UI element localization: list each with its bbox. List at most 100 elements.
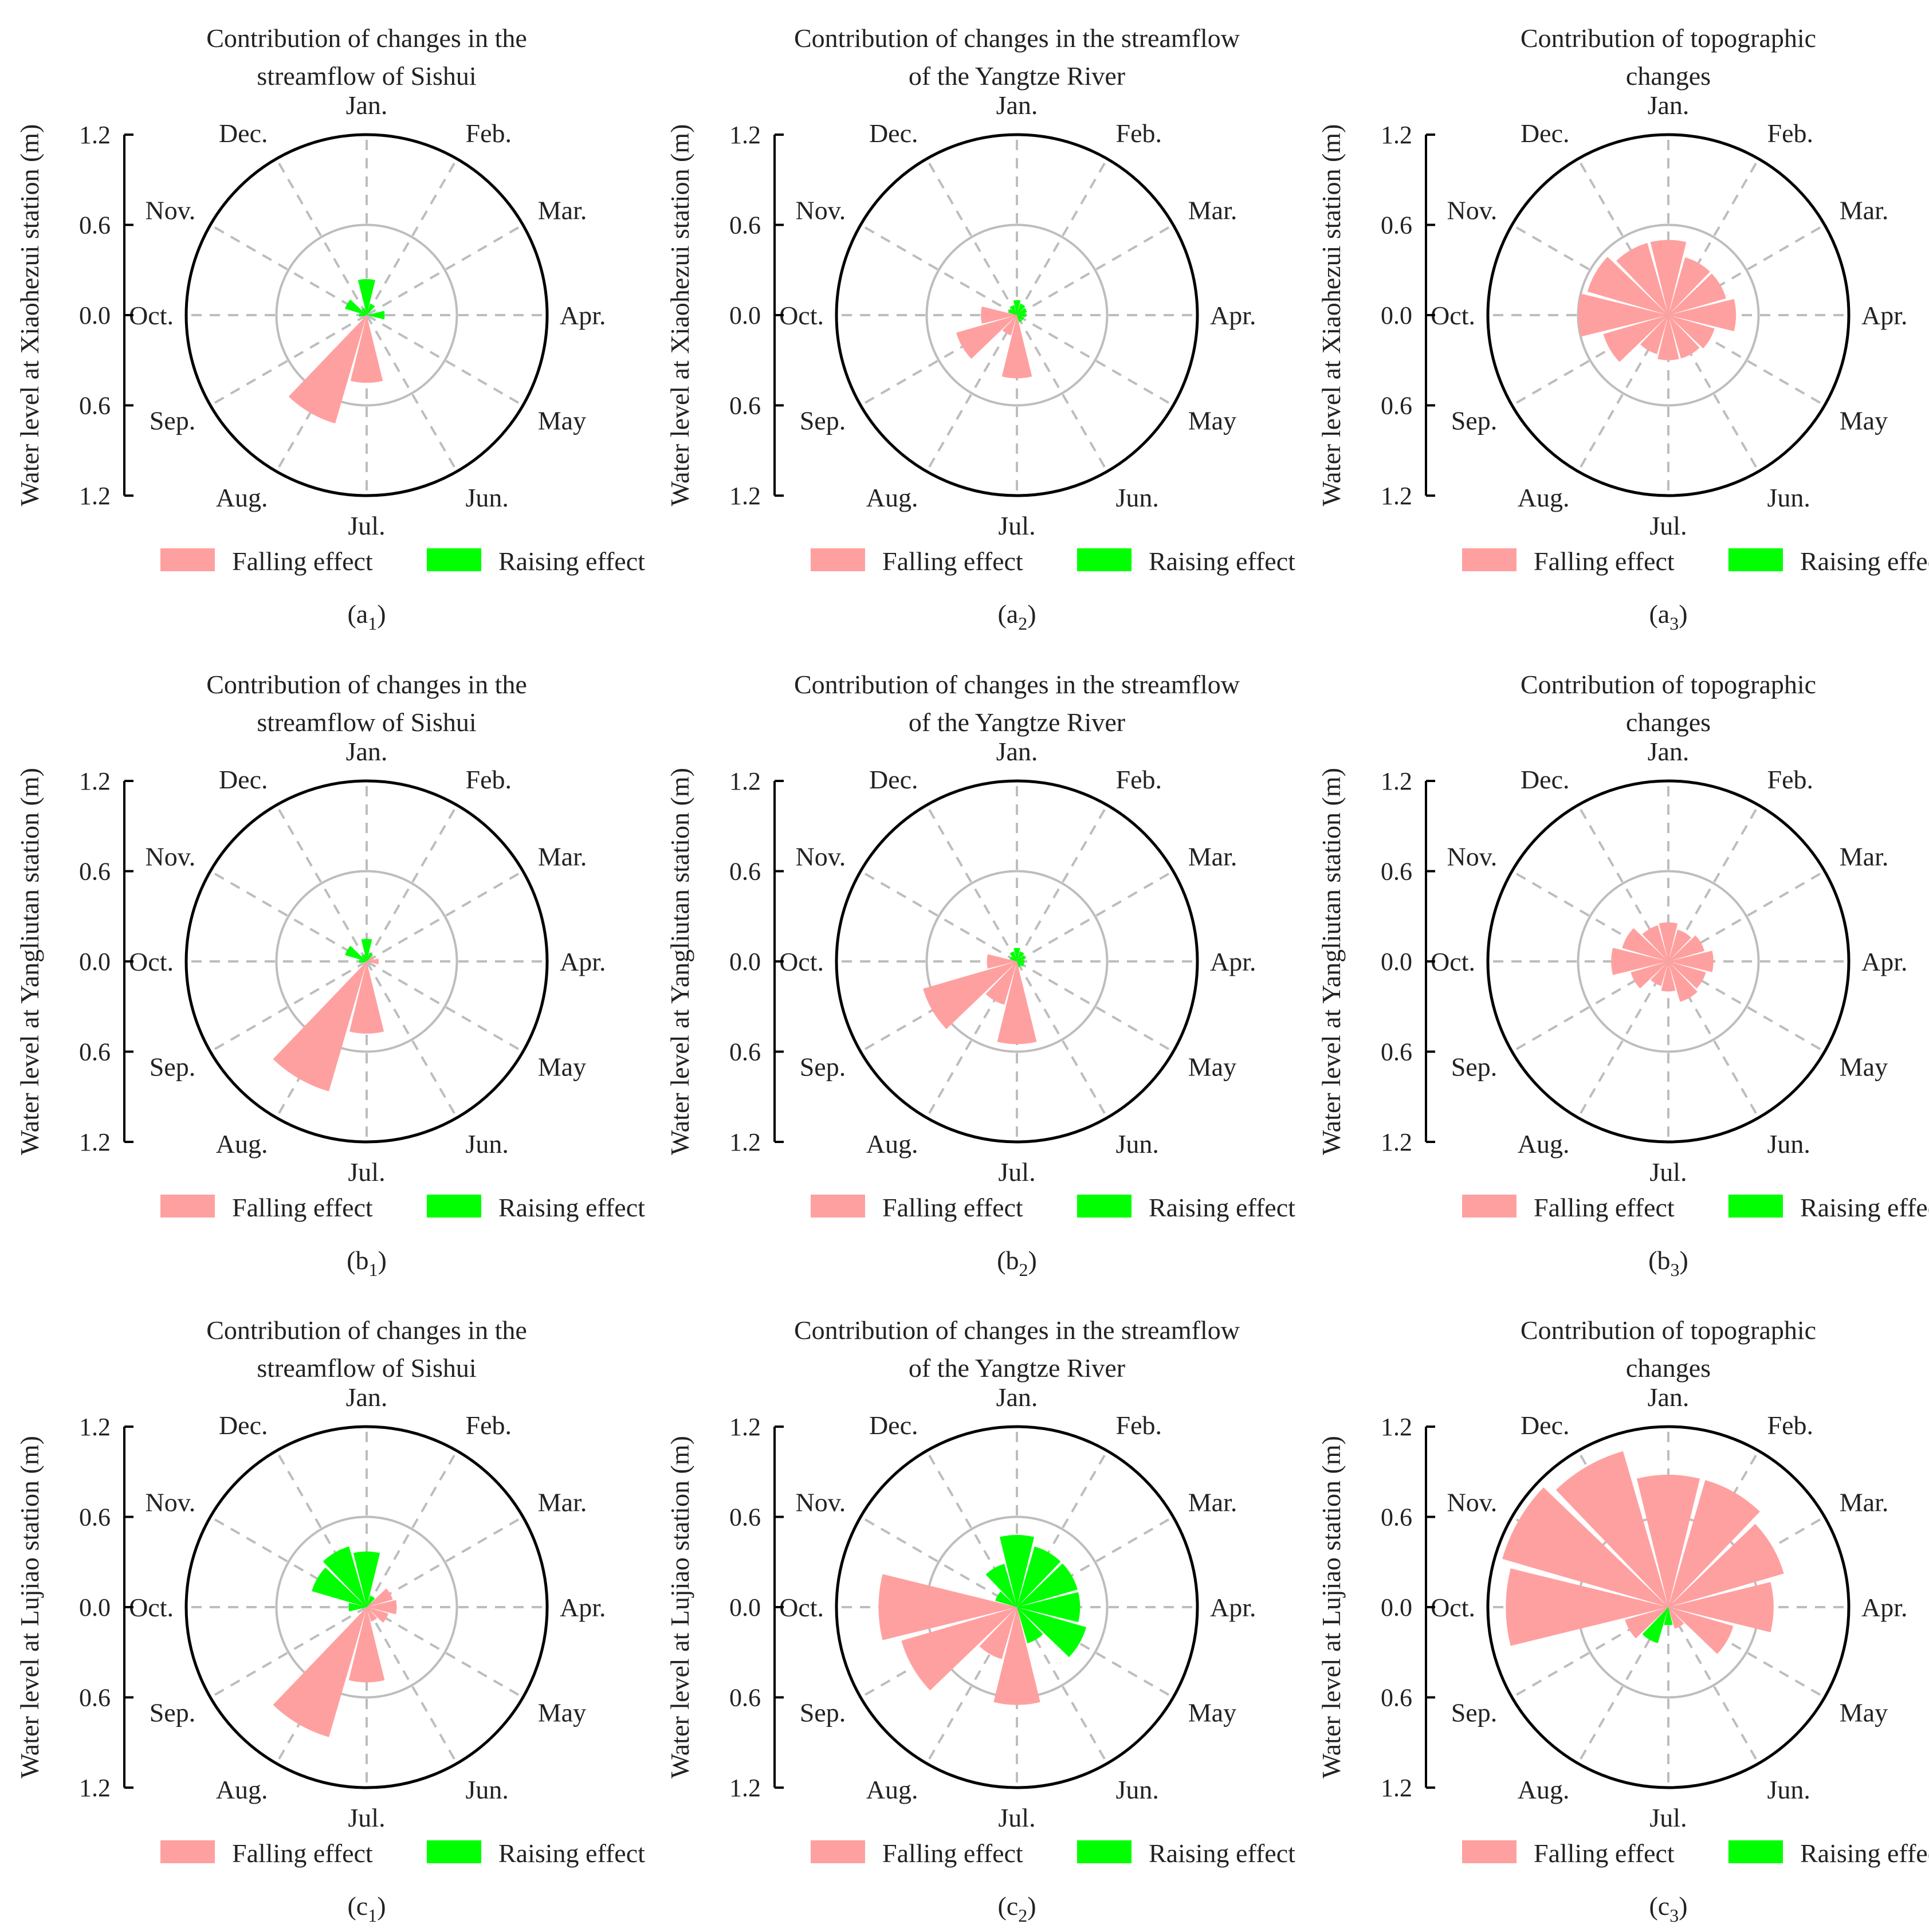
spoke-line — [366, 804, 458, 963]
month-label: May — [1188, 1053, 1236, 1082]
raising-bar-b2-m5 — [1017, 961, 1024, 967]
spoke-line — [366, 1607, 458, 1764]
y-axis-label: Water level at Lujiao station (m) — [665, 1436, 694, 1778]
falling-bar-a3-m11 — [1587, 257, 1668, 315]
legend-label-falling: Falling effect — [882, 547, 1023, 576]
month-label: Aug. — [1518, 1775, 1570, 1804]
raising-bar-c2-m6 — [1017, 1607, 1043, 1644]
panel-title-line: Contribution of changes in the — [206, 23, 527, 53]
y-tick-label: 1.2 — [1381, 1413, 1412, 1441]
month-label: Mar. — [1840, 196, 1889, 225]
month-label: Nov. — [145, 1488, 195, 1517]
month-label: Mar. — [538, 842, 587, 871]
spoke-line — [925, 158, 1018, 316]
raising-bar-a2-m6 — [1017, 315, 1023, 323]
panel-title-line: Contribution of changes in the — [206, 670, 527, 699]
falling-bar-b1-m4 — [367, 958, 379, 965]
month-label: Jan. — [346, 1383, 388, 1412]
spoke-line — [1577, 1607, 1669, 1764]
month-label: Jan. — [996, 1383, 1038, 1412]
month-label: Feb. — [1767, 119, 1814, 148]
legend-label-raising: Raising effect — [1149, 547, 1295, 576]
falling-bar-b3-m6 — [1668, 961, 1698, 1002]
spoke-line — [1511, 1606, 1669, 1699]
y-tick-label: 0.6 — [79, 858, 111, 886]
legend-swatch-raising — [1728, 548, 1783, 571]
month-label: Oct. — [1431, 947, 1475, 976]
y-axis-label: Water level at Lujiao station (m) — [15, 1436, 44, 1778]
raising-bar-a1-m4 — [367, 311, 385, 320]
outer-ring — [835, 1425, 1199, 1789]
legend-swatch-raising — [1728, 1195, 1783, 1218]
y-tick-label: 0.0 — [729, 1593, 761, 1621]
month-label: Feb. — [1767, 1411, 1814, 1440]
legend-label-falling: Falling effect — [1534, 1193, 1675, 1222]
month-label: May — [1188, 1698, 1236, 1727]
spoke-line — [210, 314, 367, 407]
month-label: Oct. — [779, 947, 824, 976]
panel-title-line: Contribution of topographic — [1521, 670, 1816, 699]
month-label: Feb. — [466, 119, 512, 148]
month-label: Nov. — [795, 196, 846, 225]
legend-swatch-falling — [1462, 1195, 1517, 1218]
spoke-line — [275, 1607, 368, 1764]
legend-swatch-raising — [1077, 1840, 1132, 1863]
falling-bar-c3-m4 — [1668, 1582, 1774, 1632]
raising-bar-b2-m3 — [1017, 955, 1026, 961]
y-tick-label: 0.6 — [79, 1038, 111, 1066]
grid-ring — [275, 223, 458, 407]
falling-bar-a3-m4 — [1668, 299, 1737, 332]
month-label: Dec. — [1521, 1411, 1570, 1440]
spoke-line — [210, 223, 367, 316]
month-label: Feb. — [1116, 119, 1162, 148]
raising-bar-c2-m5 — [1017, 1607, 1086, 1658]
spoke-line — [1577, 158, 1669, 316]
month-label: Oct. — [1431, 1593, 1475, 1622]
y-tick-label: 0.6 — [79, 211, 111, 239]
y-tick-label: 1.2 — [79, 1413, 111, 1441]
spoke-line — [366, 1515, 524, 1608]
falling-bar-b3-m5 — [1668, 961, 1706, 989]
month-label: Aug. — [866, 483, 918, 512]
spoke-line — [1016, 804, 1109, 963]
spoke-line — [275, 158, 368, 316]
month-label: Jul. — [1649, 1803, 1687, 1832]
legend-swatch-falling — [811, 1195, 865, 1218]
y-tick-label: 1.2 — [729, 1128, 761, 1156]
panel-title-line: Contribution of changes in the streamflo… — [794, 23, 1240, 53]
falling-bar-b3-m12 — [1642, 925, 1668, 961]
falling-bar-a3-m2 — [1668, 257, 1710, 315]
raising-bar-a1-m11 — [345, 299, 367, 315]
falling-bar-b3-m1 — [1659, 922, 1678, 961]
panel-title-line: Contribution of topographic — [1521, 1316, 1816, 1345]
month-label: Mar. — [1840, 842, 1889, 871]
raising-bar-a2-m11 — [1008, 309, 1017, 315]
panel-title-line: of the Yangtze River — [909, 1353, 1125, 1383]
grid-ring — [275, 1515, 458, 1699]
spoke-line — [860, 223, 1018, 316]
falling-bar-b2-m10 — [987, 954, 1017, 969]
spoke-line — [366, 1606, 524, 1699]
spoke-line — [1667, 158, 1760, 316]
y-axis-label: Water level at Xiaohezui station (m) — [15, 124, 44, 506]
spoke-line — [860, 960, 1018, 1053]
y-tick-label: 1.2 — [729, 121, 761, 149]
raising-bar-b1-m11 — [345, 945, 367, 961]
month-label: Jul. — [348, 1157, 385, 1187]
spoke-line — [210, 1515, 367, 1608]
falling-bar-c3-m6 — [1668, 1607, 1684, 1629]
month-label: Dec. — [219, 119, 268, 148]
falling-bar-b1-m7 — [349, 961, 384, 1034]
panel-title-line: changes — [1626, 1353, 1711, 1383]
month-label: Jan. — [996, 91, 1038, 120]
y-tick-label: 1.2 — [1381, 482, 1412, 510]
legend-label-falling: Falling effect — [1534, 1839, 1675, 1868]
spoke-line — [925, 1450, 1018, 1608]
month-label: Jul. — [998, 1803, 1035, 1832]
month-label: Dec. — [219, 765, 268, 794]
legend-swatch-raising — [1077, 1195, 1132, 1218]
falling-bar-c1-m4 — [367, 1600, 397, 1615]
falling-bar-c1-m3 — [367, 1588, 393, 1607]
month-label: May — [538, 1053, 586, 1082]
